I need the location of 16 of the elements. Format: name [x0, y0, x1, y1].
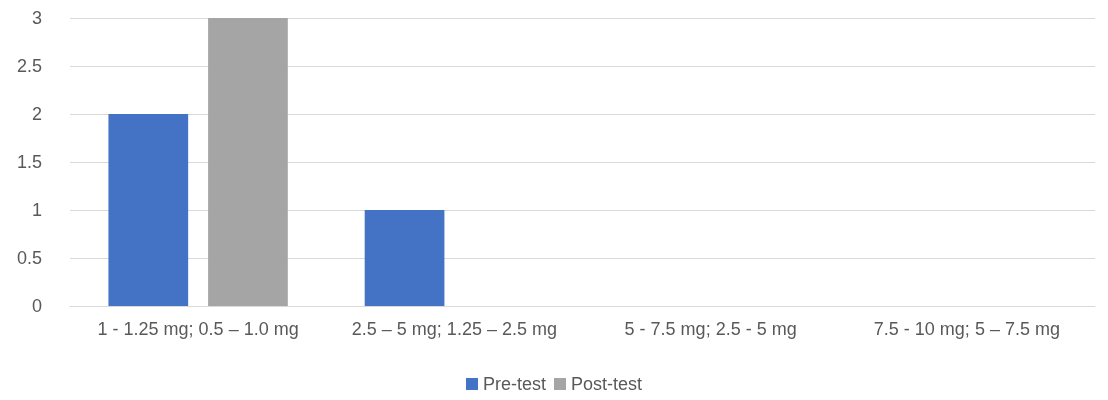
y-tick-label: 2 [31, 104, 42, 124]
legend-label: Post-test [571, 374, 643, 394]
x-tick-label: 2.5 – 5 mg; 1.25 – 2.5 mg [351, 319, 557, 339]
bar [108, 114, 189, 306]
y-tick-label: 1 [31, 200, 42, 220]
y-tick-label: 0.5 [16, 248, 42, 268]
x-tick-label: 1 - 1.25 mg; 0.5 – 1.0 mg [97, 319, 299, 339]
y-tick-label: 2.5 [16, 56, 42, 76]
x-tick-label: 5 - 7.5 mg; 2.5 - 5 mg [624, 319, 797, 339]
y-tick-label: 1.5 [16, 152, 42, 172]
x-tick-label: 7.5 - 10 mg; 5 – 7.5 mg [873, 319, 1060, 339]
y-tick-label: 3 [31, 8, 42, 28]
bar [208, 18, 288, 306]
bar [364, 210, 445, 306]
y-tick-label: 0 [31, 296, 42, 316]
legend-label: Pre-test [482, 374, 547, 394]
